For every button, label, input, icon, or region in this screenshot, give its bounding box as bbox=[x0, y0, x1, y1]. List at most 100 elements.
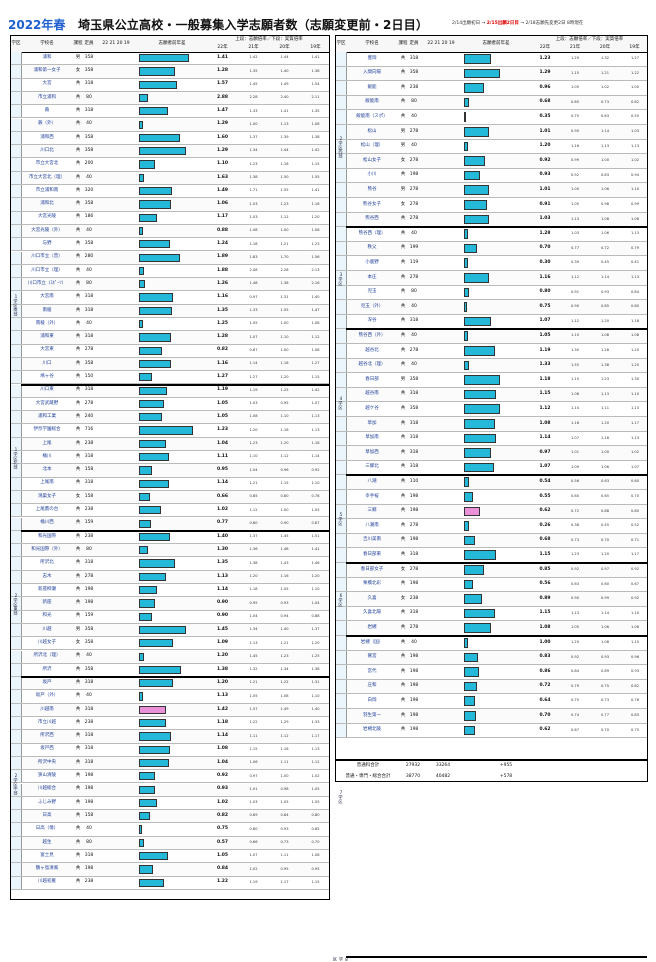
table-row[interactable]: 飯能南（スポ） 共 40 0.35 0.75 0.63 0.55 bbox=[336, 110, 647, 125]
table-row[interactable]: 児玉（外） 共 40 0.75 0.90 0.85 0.80 bbox=[336, 300, 647, 315]
table-row[interactable]: 蕨（外） 共 40 1.29 1.00 1.13 1.08 bbox=[11, 118, 329, 132]
table-row[interactable]: 大宮南 共 318 1.16 0.97 1.31 1.40 bbox=[11, 291, 329, 305]
table-row[interactable]: 熊谷西 共 278 1.03 1.13 1.08 1.06 bbox=[336, 212, 647, 228]
table-row[interactable]: ふじみ野 共 198 1.02 1.03 1.05 1.05 bbox=[11, 796, 329, 811]
table-row[interactable]: 八潮南 共 278 0.26 0.38 0.45 0.52 bbox=[336, 519, 647, 534]
table-row[interactable]: 北本 共 158 0.95 1.04 0.96 0.92 bbox=[11, 464, 329, 478]
table-row[interactable]: 草加南 共 318 1.14 1.07 1.16 1.13 bbox=[336, 431, 647, 447]
table-row[interactable]: 春日部 男 358 1.18 1.15 1.23 1.30 bbox=[336, 373, 647, 388]
table-row[interactable]: 川口北 共 358 1.29 1.34 1.44 1.42 bbox=[11, 145, 329, 159]
table-row[interactable]: 浦和西 共 358 1.60 1.37 1.39 1.38 bbox=[11, 131, 329, 146]
table-row[interactable]: 宮代 共 198 0.86 0.84 0.89 0.93 bbox=[336, 665, 647, 680]
table-row[interactable]: 川口 共 358 1.16 1.14 1.18 1.27 bbox=[11, 357, 329, 372]
table-row[interactable]: 秩父 共 199 0.70 0.77 0.72 0.79 bbox=[336, 241, 647, 257]
table-row[interactable]: 所沢北（理） 共 40 1.20 1.45 1.23 1.25 bbox=[11, 650, 329, 664]
table-row[interactable]: 川越初雁 共 238 1.22 1.19 1.17 1.15 bbox=[11, 876, 329, 890]
table-row[interactable]: 川口市立（理） 共 40 1.88 2.08 2.28 2.13 bbox=[11, 264, 329, 279]
table-row[interactable]: 上尾 共 238 1.04 1.23 1.20 1.18 bbox=[11, 437, 329, 451]
table-row[interactable]: 浦和 男 358 1.41 1.42 1.44 1.41 bbox=[11, 52, 329, 66]
table-row[interactable]: 所沢中央 共 318 1.04 1.06 1.11 1.12 bbox=[11, 756, 329, 771]
table-row[interactable]: 越ケ谷 共 358 1.12 1.14 1.11 1.13 bbox=[336, 402, 647, 417]
table-row[interactable]: 児玉 共 80 0.80 0.91 0.93 0.84 bbox=[336, 285, 647, 301]
table-row[interactable]: 入間向陽 共 358 1.29 1.15 1.21 1.22 bbox=[336, 66, 647, 82]
table-row[interactable]: 松山 男 278 1.01 0.90 1.14 1.03 bbox=[336, 125, 647, 140]
table-row[interactable]: 坂戸 共 318 1.20 1.21 1.22 1.31 bbox=[11, 677, 329, 691]
table-row[interactable]: 市立大宮北 共 200 1.10 1.23 1.18 1.15 bbox=[11, 158, 329, 172]
table-row[interactable]: 和光国際（外） 共 80 1.30 1.36 1.48 1.41 bbox=[11, 544, 329, 558]
table-row[interactable]: 志木 共 278 1.13 1.20 1.16 1.20 bbox=[11, 570, 329, 584]
table-row[interactable]: 越谷北 共 278 1.19 1.30 1.28 1.20 bbox=[336, 344, 647, 359]
table-row[interactable]: 所沢 共 358 1.38 1.32 1.34 1.38 bbox=[11, 663, 329, 678]
table-row[interactable]: 岩槻（国） 共 40 1.00 1.20 1.08 1.15 bbox=[336, 636, 647, 651]
table-row[interactable]: 越谷南 共 318 1.15 1.08 1.13 1.10 bbox=[336, 387, 647, 403]
table-row[interactable]: 川越 男 358 1.45 1.34 1.40 1.37 bbox=[11, 623, 329, 638]
table-row[interactable]: 三郷 共 198 0.62 0.72 0.88 0.80 bbox=[336, 504, 647, 520]
table-row[interactable]: 豊岡 共 318 1.23 1.29 1.32 1.27 bbox=[336, 52, 647, 67]
table-row[interactable]: 浦和工業 共 240 1.05 1.08 1.10 1.13 bbox=[11, 411, 329, 425]
table-row[interactable]: 鶴ヶ島清風 共 198 0.84 1.02 0.95 0.95 bbox=[11, 863, 329, 877]
table-row[interactable]: 白岡 共 198 0.64 0.75 0.73 0.76 bbox=[336, 694, 647, 709]
table-row[interactable]: 南稜 共 318 1.35 1.33 1.55 1.47 bbox=[11, 304, 329, 318]
table-row[interactable]: 幸手桜 共 198 0.55 0.60 0.65 0.70 bbox=[336, 490, 647, 505]
table-row[interactable]: 川越総合 共 198 0.93 1.01 0.98 1.05 bbox=[11, 783, 329, 797]
table-row[interactable]: 春日部東 共 318 1.15 1.23 1.20 1.17 bbox=[336, 548, 647, 563]
table-row[interactable]: 市立川越 共 238 1.18 1.22 1.29 1.33 bbox=[11, 717, 329, 731]
table-row[interactable]: 狭山清陵 共 198 0.92 0.97 1.00 1.02 bbox=[11, 770, 329, 784]
table-row[interactable]: 栗橋北彩 共 198 0.56 0.63 0.60 0.67 bbox=[336, 577, 647, 593]
table-row[interactable]: 蕨 共 318 1.47 1.33 1.41 1.35 bbox=[11, 105, 329, 119]
table-row[interactable]: 熊谷西（外） 共 40 1.05 1.10 1.08 1.08 bbox=[336, 329, 647, 344]
table-row[interactable]: 八潮 共 110 0.54 0.56 0.63 0.60 bbox=[336, 475, 647, 490]
table-row[interactable]: 坂戸西 共 318 1.08 1.15 1.18 1.13 bbox=[11, 743, 329, 757]
table-row[interactable]: 越谷北（理） 共 40 1.33 1.55 1.38 1.20 bbox=[336, 358, 647, 374]
table-row[interactable]: 大宮光陵（外） 共 40 0.88 1.08 1.00 1.08 bbox=[11, 224, 329, 239]
table-row[interactable]: 春日部女子 女 278 0.85 0.92 0.97 0.92 bbox=[336, 563, 647, 578]
table-row[interactable]: 三郷北 共 318 1.07 1.09 1.06 1.07 bbox=[336, 460, 647, 476]
table-row[interactable]: 日高 共 158 0.82 0.89 0.84 0.80 bbox=[11, 810, 329, 824]
table-row[interactable]: 大宮武蔵野 共 278 1.05 1.03 0.95 1.07 bbox=[11, 397, 329, 412]
table-row[interactable]: 南稜（外） 共 40 1.25 1.05 1.00 1.08 bbox=[11, 318, 329, 332]
table-row[interactable]: 市立浦和南 共 320 1.49 1.71 1.55 1.41 bbox=[11, 185, 329, 199]
table-row[interactable]: 鷲宮 共 198 0.83 0.92 0.93 0.96 bbox=[336, 650, 647, 666]
table-row[interactable]: 鳩ヶ谷 共 150 1.27 1.27 1.20 1.15 bbox=[11, 371, 329, 385]
table-row[interactable]: 浦和第一女子 女 358 1.28 1.35 1.40 1.38 bbox=[11, 65, 329, 79]
table-row[interactable]: 桶川 共 318 1.11 1.10 1.12 1.14 bbox=[11, 451, 329, 465]
table-row[interactable]: 鴻巣女子 女 158 0.66 0.85 0.80 0.78 bbox=[11, 490, 329, 505]
table-row[interactable]: 羽生第一 共 198 0.70 0.74 0.77 0.83 bbox=[336, 709, 647, 724]
table-row[interactable]: 新座 共 198 0.90 0.95 0.93 1.04 bbox=[11, 597, 329, 611]
table-row[interactable]: 久喜北陽 共 318 1.15 1.13 1.14 1.10 bbox=[336, 606, 647, 622]
table-row[interactable]: 新座柳瀬 共 198 1.14 1.18 1.05 1.10 bbox=[11, 584, 329, 598]
table-row[interactable]: 坂戸（外） 共 40 1.13 1.05 1.08 1.10 bbox=[11, 690, 329, 704]
table-row[interactable]: 熊谷西（理） 共 40 1.28 1.03 1.06 1.13 bbox=[336, 227, 647, 242]
table-row[interactable]: 市立浦和 共 80 2.88 2.28 2.40 2.11 bbox=[11, 91, 329, 106]
table-row[interactable]: 大宮光陵 共 186 1.17 1.03 1.12 1.20 bbox=[11, 211, 329, 225]
table-row[interactable]: 和光 共 159 0.90 1.04 0.94 0.88 bbox=[11, 610, 329, 624]
table-row[interactable]: 和光国際 共 238 1.40 1.37 1.45 1.51 bbox=[11, 530, 329, 545]
table-row[interactable]: 岩槻北陵 共 198 0.62 0.67 0.70 0.75 bbox=[336, 723, 647, 739]
table-row[interactable]: 飯能南 共 80 0.68 0.85 0.73 0.82 bbox=[336, 95, 647, 111]
table-row[interactable]: 与野 共 358 1.24 1.18 1.21 1.23 bbox=[11, 238, 329, 252]
table-row[interactable]: 草加西 共 318 0.97 1.01 1.00 1.02 bbox=[336, 446, 647, 461]
table-row[interactable]: 上尾南 共 318 1.14 1.21 1.15 1.10 bbox=[11, 477, 329, 491]
table-row[interactable]: 川口市立（ｽﾎﾟｰﾂ） 共 80 1.26 1.48 1.38 2.16 bbox=[11, 278, 329, 292]
table-row[interactable]: 小川 共 198 0.93 0.92 0.83 0.94 bbox=[336, 168, 647, 184]
table-row[interactable]: 飯能 共 238 0.96 1.05 1.02 1.00 bbox=[336, 81, 647, 96]
table-row[interactable]: 川越南 共 318 1.42 1.57 1.49 1.40 bbox=[11, 703, 329, 717]
table-row[interactable]: 上尾鷹の台 共 238 1.02 1.12 1.00 1.05 bbox=[11, 504, 329, 518]
table-row[interactable]: 桶川西 共 159 0.77 0.80 0.90 0.87 bbox=[11, 517, 329, 531]
table-row[interactable]: 岩槻 共 278 1.08 1.05 1.06 1.06 bbox=[336, 621, 647, 636]
table-row[interactable]: 市立大宮北（理） 共 40 1.63 1.38 1.50 1.55 bbox=[11, 171, 329, 185]
table-row[interactable]: 浦和東 共 318 1.28 1.07 1.10 1.12 bbox=[11, 331, 329, 345]
table-row[interactable]: 久喜 女 238 0.89 0.90 0.99 0.92 bbox=[336, 592, 647, 607]
table-row[interactable]: 富士見 共 318 1.05 1.07 1.11 1.08 bbox=[11, 850, 329, 864]
table-row[interactable]: 川越女子 女 358 1.09 1.13 1.21 1.20 bbox=[11, 637, 329, 651]
table-row[interactable]: 日高（情） 共 40 0.75 0.80 0.93 0.85 bbox=[11, 823, 329, 837]
table-row[interactable]: 吉川美南 共 198 0.68 0.73 0.70 0.71 bbox=[336, 533, 647, 549]
table-row[interactable]: 熊谷 男 278 1.01 1.00 1.06 1.10 bbox=[336, 183, 647, 198]
table-row[interactable]: 松山女子 女 278 0.92 0.99 1.00 1.02 bbox=[336, 154, 647, 169]
table-row[interactable]: 川口市立（普） 共 280 1.89 1.83 1.70 1.56 bbox=[11, 251, 329, 265]
table-row[interactable]: 川口東 共 318 1.19 1.19 1.25 1.42 bbox=[11, 384, 329, 398]
table-row[interactable]: 所沢北 共 318 1.35 1.38 1.43 1.46 bbox=[11, 557, 329, 571]
table-row[interactable]: 大宮東 共 278 0.82 0.87 1.00 1.08 bbox=[11, 344, 329, 358]
table-row[interactable]: 大宮 共 318 1.57 1.45 1.49 1.54 bbox=[11, 78, 329, 92]
table-row[interactable]: 所沢西 共 318 1.14 1.11 1.12 1.17 bbox=[11, 730, 329, 744]
